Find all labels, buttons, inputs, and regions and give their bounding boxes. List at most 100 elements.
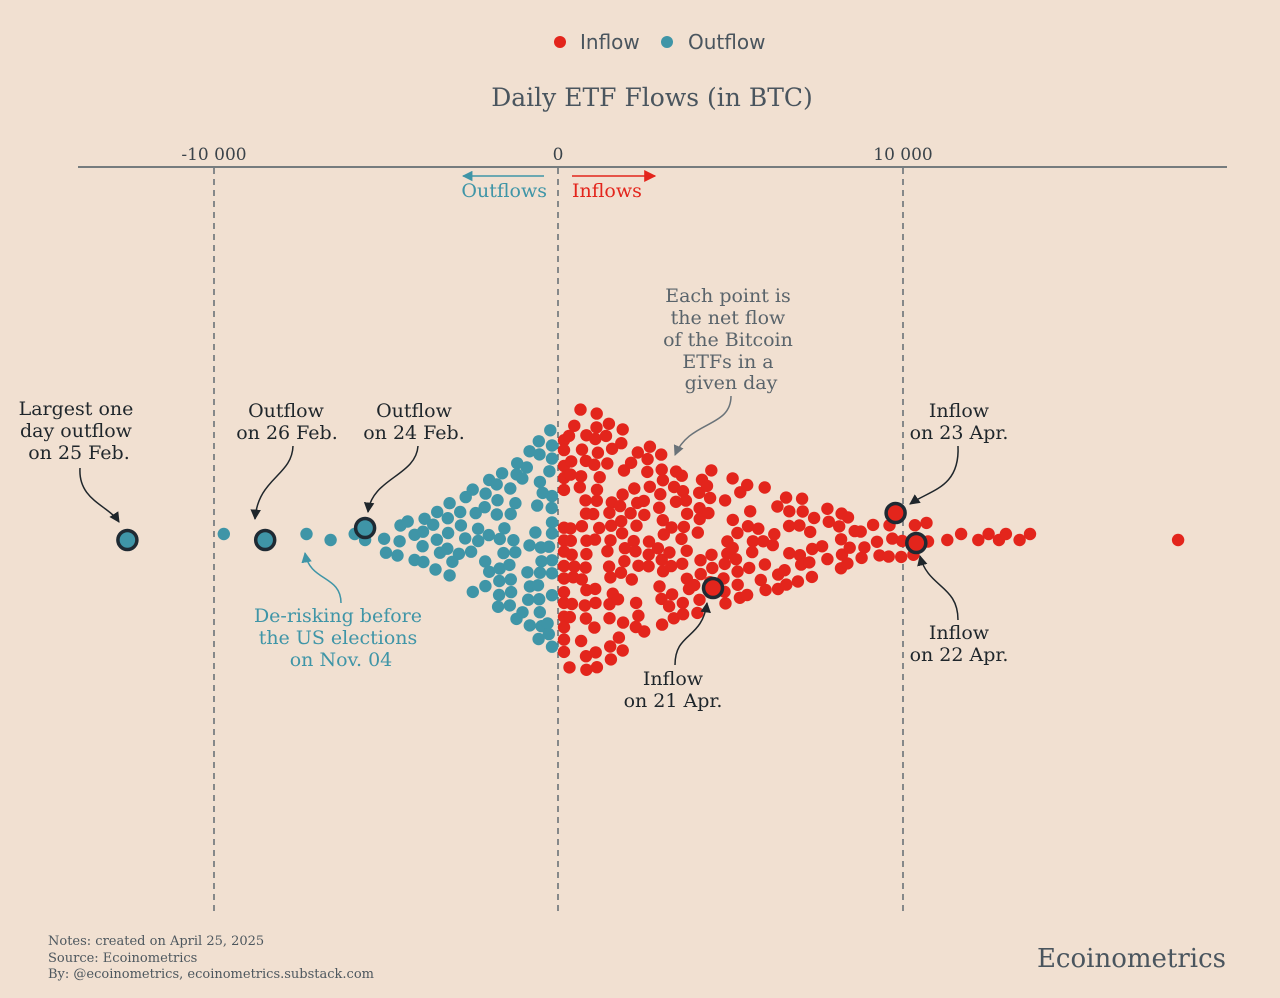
inflow-point — [746, 535, 760, 548]
inflow-point — [726, 472, 739, 485]
annotation-outflow-26feb: Outflow on 26 Feb. — [236, 400, 338, 521]
inflow-point — [618, 555, 631, 568]
inflow-point — [920, 516, 933, 530]
annotation-line: on 23 Apr. — [910, 422, 1009, 444]
annotation-line: on 25 Feb. — [28, 442, 130, 464]
annotation-line: the net flow — [671, 307, 786, 329]
inflow-point — [791, 575, 805, 588]
notes-source: Source: Ecoinometrics — [48, 950, 198, 966]
outflow-point — [479, 579, 492, 593]
inflow-point — [574, 634, 588, 648]
inflow-point — [557, 443, 571, 457]
inflow-point — [655, 463, 668, 476]
inflow-point — [908, 519, 922, 532]
inflow-point — [590, 483, 604, 496]
outflow-point — [531, 579, 545, 592]
annotation-inflow-22apr: Inflow on 22 Apr. — [910, 554, 1008, 666]
outflow-point — [429, 563, 442, 576]
annotation-line: of the Bitcoin — [663, 329, 793, 351]
outflow-point — [536, 486, 549, 500]
inflow-point — [766, 538, 779, 552]
inflow-point — [591, 446, 605, 459]
inflow-point — [729, 553, 743, 566]
outflow-point — [493, 562, 506, 575]
outflow-point — [441, 542, 454, 555]
inflow-point — [705, 548, 718, 561]
inflow-point — [590, 407, 603, 420]
outflow-point — [443, 497, 456, 510]
inflow-point — [602, 417, 616, 430]
outflow-point — [532, 632, 545, 646]
inflow-point — [557, 645, 571, 659]
outflow-point — [533, 606, 546, 619]
inflow-point — [579, 494, 592, 507]
inflow-point — [573, 481, 586, 494]
inflow-point — [858, 541, 871, 554]
inflow-point — [603, 506, 616, 519]
inflow-point — [589, 596, 602, 610]
inflow-point — [568, 560, 581, 573]
outflow-point — [503, 599, 516, 612]
inflow-point-outlier — [954, 527, 968, 541]
outflow-point — [472, 534, 485, 548]
inflow-point — [557, 483, 571, 497]
inflow-point — [574, 470, 588, 483]
outflows-direction-label: Outflows — [461, 180, 547, 202]
annotation-outflow-24feb: Outflow on 24 Feb. — [363, 400, 465, 514]
inflow-point — [768, 528, 781, 541]
inflow-point — [615, 527, 629, 540]
inflow-point — [631, 446, 644, 459]
inflow-point — [758, 481, 771, 494]
inflow-point — [590, 661, 604, 674]
inflow-point — [563, 661, 576, 674]
inflow-point — [833, 520, 846, 533]
inflow-point — [796, 505, 809, 518]
inflow-point — [629, 596, 643, 610]
outflow-point — [427, 518, 440, 531]
outflow-point — [452, 547, 466, 560]
outflow-point — [492, 588, 506, 602]
inflow-point — [616, 644, 629, 657]
inflow-point — [741, 520, 755, 533]
inflow-point — [780, 578, 793, 591]
outflow-point — [504, 585, 518, 599]
inflow-point — [793, 549, 807, 562]
annotation-line: day outflow — [20, 420, 133, 442]
outflow-point — [545, 489, 559, 503]
svg-text:Each point is the net fl: Each point is the net flow of the Bitcoi… — [663, 285, 799, 394]
svg-text:Largest one day outflow: Largest one day outflow on 25 Feb. — [19, 398, 140, 464]
inflow-point — [601, 457, 614, 470]
annotation-line: De-risking before — [254, 605, 422, 627]
inflow-point — [605, 442, 619, 455]
outflow-point — [430, 533, 443, 546]
outflow-point — [479, 555, 492, 568]
outflow-point — [466, 483, 479, 496]
inflow-point — [663, 546, 676, 559]
inflow-point — [866, 518, 880, 532]
legend-outflow-swatch — [661, 36, 673, 48]
outflow-point — [504, 573, 517, 586]
outflow-point — [490, 478, 503, 491]
inflow-point — [815, 540, 829, 553]
outflow-point — [498, 522, 511, 535]
inflow-point — [718, 494, 732, 507]
outflow-point — [545, 589, 559, 602]
outflow-point — [541, 617, 554, 630]
inflow-point-outlier — [1013, 533, 1026, 547]
inflow-point — [665, 588, 679, 601]
inflow-point — [822, 515, 835, 528]
inflow-point-outlier — [941, 533, 954, 547]
outflow-point — [533, 566, 547, 579]
inflow-point — [624, 456, 638, 469]
inflow-point — [680, 507, 694, 520]
inflow-point — [616, 488, 629, 501]
inflow-point — [564, 468, 577, 481]
inflow-point — [615, 515, 628, 528]
legend-inflow-swatch — [554, 36, 566, 48]
inflow-point — [665, 559, 678, 573]
inflow-point — [557, 633, 571, 646]
outflow-point — [495, 467, 509, 480]
inflow-point — [565, 455, 578, 468]
highlighted-point — [353, 516, 377, 540]
